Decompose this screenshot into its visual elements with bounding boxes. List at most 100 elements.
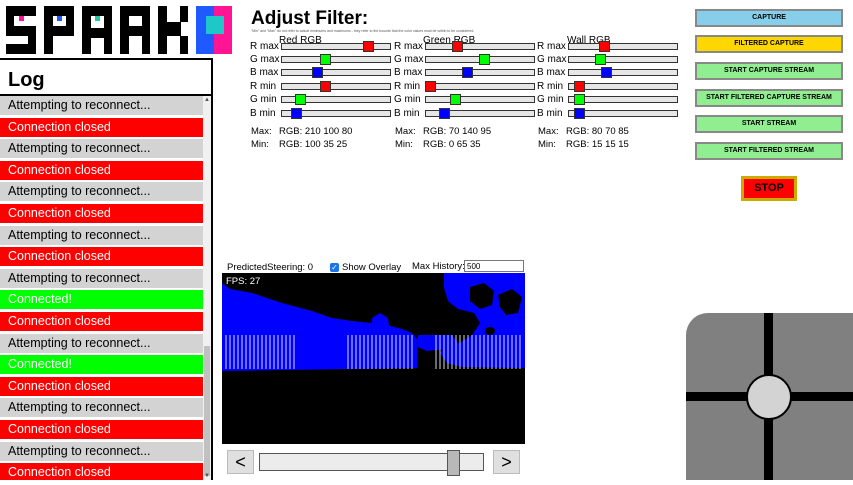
- frame-slider-thumb[interactable]: [446, 450, 460, 476]
- overlay-stripes: [225, 335, 521, 369]
- color-slider-track[interactable]: [568, 43, 678, 50]
- color-slider-thumb[interactable]: [573, 94, 585, 105]
- min-rgb-value: RGB: 15 15 15: [566, 139, 629, 150]
- spark-logo: [6, 6, 232, 56]
- color-slider-thumb[interactable]: [573, 81, 585, 92]
- color-slider-thumb[interactable]: [312, 67, 324, 78]
- slider-label: R min: [394, 81, 421, 92]
- start-filtered-capture-stream-button[interactable]: START FILTERED CAPTURE STREAM: [695, 89, 843, 107]
- color-slider-thumb[interactable]: [438, 108, 450, 119]
- color-slider-track[interactable]: [425, 43, 535, 50]
- predicted-steering-readout: PredictedSteering: 0: [227, 262, 314, 273]
- log-entry: Attempting to reconnect...: [0, 225, 203, 245]
- filter-group-title: Green RGB: [423, 35, 476, 46]
- frame-slider[interactable]: [259, 450, 484, 476]
- color-slider-thumb[interactable]: [461, 67, 473, 78]
- filtered-capture-button[interactable]: FILTERED CAPTURE: [695, 35, 843, 53]
- start-stream-button[interactable]: START STREAM: [695, 115, 843, 133]
- log-entry: Connection closed: [0, 160, 203, 180]
- color-slider-track[interactable]: [425, 96, 535, 103]
- max-history-input[interactable]: [464, 260, 524, 272]
- slider-label: G max: [250, 54, 280, 65]
- slider-label: R max: [537, 41, 566, 52]
- log-entry: Attempting to reconnect...: [0, 441, 203, 461]
- slider-label: R min: [250, 81, 277, 92]
- color-slider-thumb[interactable]: [425, 81, 436, 92]
- log-list[interactable]: Attempting to reconnect... Connection clo…: [0, 96, 213, 480]
- start-filtered-stream-button[interactable]: START FILTERED STREAM: [695, 142, 843, 160]
- filter-group-title: Wall RGB: [567, 35, 611, 46]
- max-label: Max:: [395, 126, 416, 137]
- color-slider-track[interactable]: [281, 83, 391, 90]
- color-slider-track[interactable]: [281, 69, 391, 76]
- filter-title: Adjust Filter:: [251, 8, 369, 29]
- next-frame-button[interactable]: >: [493, 450, 520, 474]
- color-slider-track[interactable]: [568, 56, 678, 63]
- joystick-icon[interactable]: [686, 313, 853, 485]
- fps-readout: FPS: 27: [226, 276, 261, 287]
- log-scrollbar[interactable]: ▲ ▼: [203, 96, 211, 480]
- color-slider-track[interactable]: [281, 96, 391, 103]
- color-slider-track[interactable]: [281, 43, 391, 50]
- color-slider-track[interactable]: [568, 96, 678, 103]
- color-slider-thumb[interactable]: [362, 41, 374, 52]
- camera-view: FPS: 27: [222, 273, 525, 444]
- slider-label: R max: [394, 41, 423, 52]
- log-header: Log: [0, 58, 213, 96]
- log-entry: Connection closed: [0, 247, 203, 267]
- slider-label: R min: [537, 81, 564, 92]
- camera-frame-image: [222, 273, 525, 444]
- color-slider-track[interactable]: [568, 69, 678, 76]
- filter-note: "Min" and "Max" do not refer to actual m…: [251, 29, 475, 33]
- previous-frame-button[interactable]: <: [227, 450, 254, 474]
- filter-group-title: Red RGB: [279, 35, 322, 46]
- color-slider-thumb[interactable]: [601, 67, 612, 78]
- scroll-up-arrow-icon[interactable]: ▲: [204, 97, 210, 103]
- min-label: Min:: [395, 139, 413, 150]
- show-overlay-label: Show Overlay: [342, 262, 402, 273]
- color-slider-track[interactable]: [425, 110, 535, 117]
- scroll-thumb[interactable]: [204, 346, 210, 476]
- log-entry: Attempting to reconnect...: [0, 333, 203, 353]
- start-capture-stream-button[interactable]: START CAPTURE STREAM: [695, 62, 843, 80]
- max-label: Max:: [251, 126, 272, 137]
- slider-label: B max: [537, 67, 566, 78]
- max-rgb-value: RGB: 80 70 85: [566, 126, 629, 137]
- slider-label: B max: [250, 67, 279, 78]
- color-slider-thumb[interactable]: [573, 108, 585, 119]
- min-label: Min:: [538, 139, 556, 150]
- color-slider-thumb[interactable]: [595, 54, 607, 65]
- min-label: Min:: [251, 139, 269, 150]
- log-title: Log: [8, 69, 45, 91]
- joystick-control[interactable]: [686, 313, 853, 485]
- color-slider-track[interactable]: [425, 83, 535, 90]
- color-slider-track[interactable]: [281, 110, 391, 117]
- color-slider-thumb[interactable]: [450, 94, 462, 105]
- slider-label: G max: [537, 54, 567, 65]
- color-slider-thumb[interactable]: [479, 54, 491, 65]
- color-slider-track[interactable]: [425, 69, 535, 76]
- slider-label: B min: [537, 108, 563, 119]
- max-rgb-value: RGB: 210 100 80: [279, 126, 353, 137]
- slider-label: G max: [394, 54, 424, 65]
- color-slider-track[interactable]: [281, 56, 391, 63]
- spark-logo-graphic: [6, 6, 232, 54]
- color-slider-thumb[interactable]: [294, 94, 306, 105]
- color-slider-thumb[interactable]: [599, 41, 611, 52]
- color-slider-thumb[interactable]: [319, 54, 331, 65]
- color-slider-thumb[interactable]: [319, 81, 331, 92]
- filter-groups: Red RGB R max G max B max R min G min B min Max…: [0, 0, 853, 160]
- log-entry: Connection closed: [0, 463, 203, 480]
- color-slider-thumb[interactable]: [452, 41, 464, 52]
- slider-label: B min: [394, 108, 420, 119]
- color-slider-track[interactable]: [568, 83, 678, 90]
- color-slider-track[interactable]: [568, 110, 678, 117]
- log-entry: Attempting to reconnect...: [0, 96, 203, 115]
- show-overlay-checkbox[interactable]: ✓: [330, 263, 339, 272]
- stop-button[interactable]: STOP: [741, 176, 797, 201]
- capture-button[interactable]: CAPTURE: [695, 9, 843, 27]
- scroll-down-arrow-icon[interactable]: ▼: [204, 473, 210, 479]
- slider-label: R max: [250, 41, 279, 52]
- color-slider-thumb[interactable]: [290, 108, 302, 119]
- log-entry: Attempting to reconnect...: [0, 398, 203, 418]
